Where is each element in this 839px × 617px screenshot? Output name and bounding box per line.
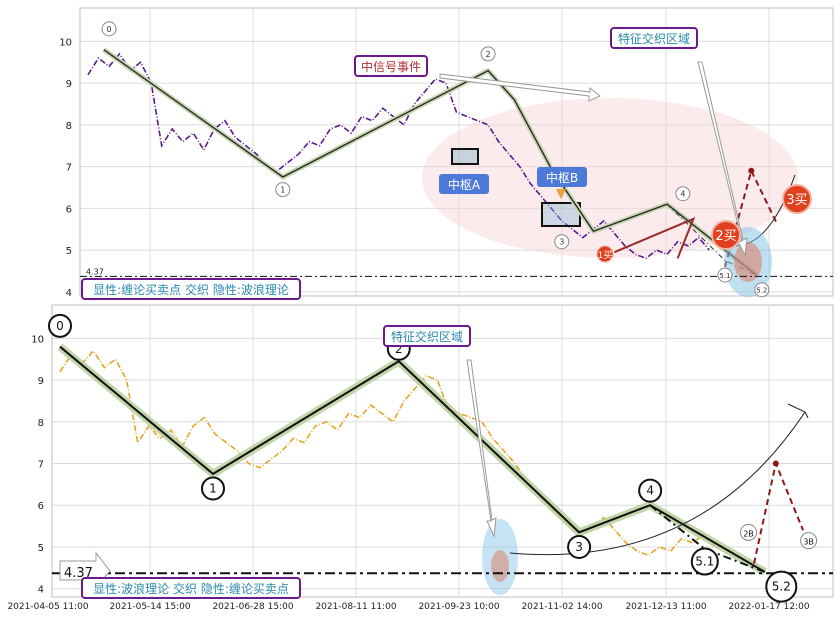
x-tick-label: 2021-06-28 15:00 bbox=[212, 602, 293, 612]
bottom-panel: 456789104.37012345.15.22B3B特征交织区域显性:波浪理论… bbox=[7, 304, 834, 612]
wave-label: 5.1 bbox=[719, 272, 730, 280]
wave-label-circle bbox=[567, 534, 592, 559]
wave-label: 0 bbox=[56, 319, 64, 333]
wave-label: 4 bbox=[646, 484, 654, 498]
wave-label: 5.2 bbox=[772, 580, 791, 594]
projection-point bbox=[748, 167, 755, 174]
wave-label: 3B bbox=[803, 538, 814, 547]
x-tick-label: 2021-05-14 15:00 bbox=[109, 602, 190, 612]
buy1-marker bbox=[596, 245, 614, 263]
x-tick-label: 2021-11-02 14:00 bbox=[521, 602, 602, 612]
y-tick-label: 4 bbox=[66, 288, 72, 299]
signal-event-arrow bbox=[439, 73, 601, 102]
sub-wave-path bbox=[649, 504, 766, 573]
pivot-a-label: 中枢A bbox=[448, 177, 481, 192]
feature-zone-box bbox=[383, 325, 471, 347]
wave-label-circle bbox=[638, 478, 663, 503]
wave-label-circle bbox=[275, 182, 291, 198]
endpoint-glow-inner bbox=[734, 242, 762, 282]
y-tick-label: 8 bbox=[38, 418, 44, 429]
wave-label-circle bbox=[740, 523, 757, 541]
x-tick-label: 2022-01-17 12:00 bbox=[728, 602, 809, 612]
pivot-b-label: 中枢B bbox=[546, 170, 578, 185]
caption-box bbox=[81, 278, 301, 300]
buy2-marker bbox=[711, 220, 741, 250]
reference-line-label: 4.37 bbox=[86, 267, 104, 276]
wave-label-circle bbox=[754, 282, 770, 298]
x-tick-label: 2021-08-11 11:00 bbox=[315, 602, 396, 612]
wave-label: 3 bbox=[559, 238, 564, 247]
y-tick-label: 9 bbox=[66, 79, 72, 90]
wave-label-circle bbox=[480, 46, 496, 62]
feature-zone-box bbox=[610, 27, 698, 49]
y-tick-label: 9 bbox=[38, 376, 44, 387]
pivot-b-tag bbox=[537, 167, 587, 187]
wave-path-line bbox=[59, 345, 766, 573]
wave-label-circle bbox=[800, 532, 818, 550]
wave-label-circle bbox=[690, 547, 719, 576]
wave-label: 4 bbox=[680, 190, 685, 199]
buy-path-line bbox=[614, 216, 696, 259]
wave-label-circle bbox=[101, 21, 117, 37]
buy3-marker bbox=[782, 184, 812, 214]
y-tick-label: 4 bbox=[38, 585, 44, 596]
y-tick-label: 10 bbox=[59, 37, 72, 48]
caption-text: 显性:波浪理论 交织 隐性:缠论买卖点 bbox=[93, 581, 289, 596]
wave-label-circle bbox=[717, 267, 733, 283]
wave-label: 0 bbox=[107, 25, 112, 34]
x-tick-label: 2021-09-23 10:00 bbox=[418, 602, 499, 612]
y-tick-label: 5 bbox=[66, 246, 72, 257]
plot-frame bbox=[79, 7, 834, 297]
caption-box bbox=[81, 577, 301, 599]
y-tick-label: 10 bbox=[31, 334, 44, 345]
caption-text: 显性:缠论买卖点 交织 隐性:波浪理论 bbox=[93, 282, 289, 297]
feature-zone-arrow bbox=[697, 61, 748, 257]
signal-event-box bbox=[354, 55, 428, 77]
wave-label: 5.1 bbox=[695, 555, 714, 569]
x-tick-label: 2021-12-13 11:00 bbox=[625, 602, 706, 612]
pivot-a-box bbox=[451, 148, 479, 165]
wave-label-circle bbox=[765, 570, 798, 603]
y-tick-label: 7 bbox=[38, 460, 44, 471]
curve-arrow bbox=[509, 411, 806, 556]
pivot-b-marker bbox=[556, 189, 566, 199]
feature-zone-arrow bbox=[466, 359, 497, 538]
y-tick-label: 8 bbox=[66, 121, 72, 132]
buy3-label: 3买 bbox=[786, 193, 807, 208]
x-tick-label: 2021-04-05 11:00 bbox=[7, 602, 88, 612]
curve-arrow-head bbox=[787, 403, 809, 419]
wave-label: 2B bbox=[743, 529, 754, 538]
wave-label-circle bbox=[554, 234, 570, 250]
y-tick-label: 6 bbox=[66, 204, 72, 215]
feature-zone-label: 特征交织区域 bbox=[618, 31, 690, 46]
wave-label: 1 bbox=[280, 186, 285, 195]
wave-label-circle bbox=[201, 476, 225, 501]
wave-label-circle bbox=[675, 186, 691, 202]
wave-label-circle bbox=[48, 313, 72, 338]
wave-label: 5.2 bbox=[756, 287, 767, 295]
y-tick-label: 5 bbox=[38, 543, 44, 554]
buy1-label: 1买 bbox=[598, 250, 613, 261]
feature-zone-ellipse bbox=[422, 98, 798, 258]
endpoint-glow-inner bbox=[491, 550, 509, 582]
price-series-line bbox=[87, 52, 710, 260]
wave-label: 3 bbox=[575, 540, 583, 554]
buy2-label: 2买 bbox=[715, 229, 736, 244]
pivot-a-tag bbox=[439, 174, 489, 194]
signal-event-label: 中信号事件 bbox=[361, 59, 421, 74]
y-tick-label: 7 bbox=[66, 163, 72, 174]
wave-label: 1 bbox=[209, 482, 217, 496]
y-tick-label: 6 bbox=[38, 501, 44, 512]
wave-path-line bbox=[103, 49, 758, 276]
projection-point bbox=[772, 460, 779, 467]
wave-label: 2 bbox=[395, 342, 403, 356]
feature-zone-label: 特征交织区域 bbox=[391, 329, 463, 344]
wave-label: 2 bbox=[486, 50, 491, 59]
